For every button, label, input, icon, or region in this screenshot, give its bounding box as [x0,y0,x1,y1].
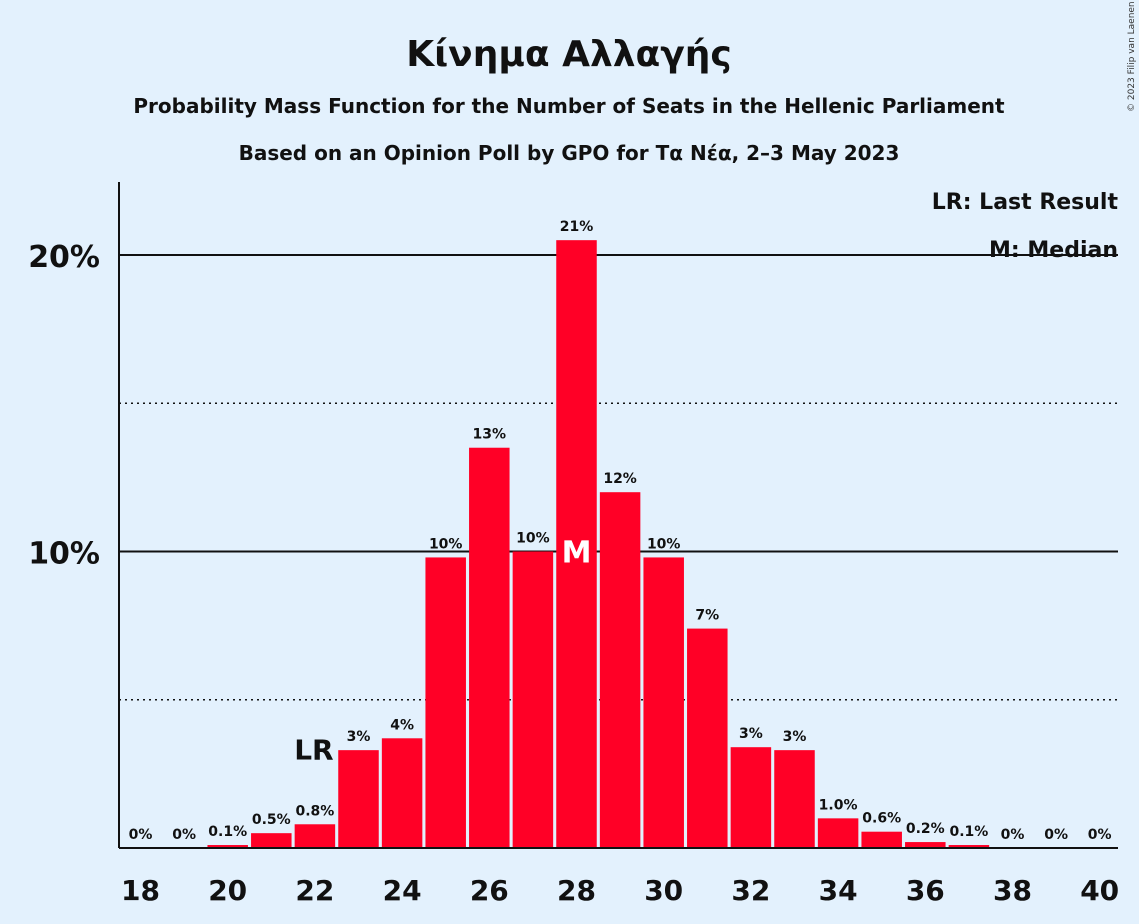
data-label-seat-27: 10% [516,531,550,547]
copyright-notice: © 2023 Filip van Laenen [1127,1,1137,112]
bar-seat-28 [556,240,597,849]
data-label-seat-20: 0.1% [208,824,247,840]
bar-seat-37 [948,845,990,848]
x-tick-label: 26 [470,874,509,907]
bar-seat-32 [730,747,772,848]
legend-last-result: LR: Last Result [932,190,1119,215]
x-tick-label: 20 [208,874,247,907]
bar-seat-24 [381,738,423,848]
data-label-seat-31: 7% [695,608,719,624]
y-tick-label: 20% [28,240,100,275]
median-marker: M [562,536,592,571]
legend: LR: Last Result M: Median [932,190,1119,263]
data-label-seat-29: 12% [603,471,637,487]
data-label-seat-23: 3% [347,729,371,745]
data-label-seat-34: 1.0% [819,797,858,813]
data-label-seat-28: 21% [560,219,594,235]
data-labels: 0% 0% 0.1% 0.5%0.8% 3% 4% 10% 13% 10% 21% 12% 10% 7%… [129,219,1112,843]
data-label-seat-38: 0% [1001,827,1025,843]
x-tick-label: 34 [819,874,858,907]
bar-seat-31 [687,628,728,848]
data-label-seat-39: 0% [1044,827,1068,843]
data-label-seat-37: 0.1% [949,824,988,840]
x-tick-label: 18 [121,874,160,907]
data-label-seat-35: 0.6% [862,811,901,827]
bar-seat-34 [817,818,859,848]
x-tick-label: 36 [906,874,945,907]
data-label-seat-19: 0% [172,827,196,843]
bar-seat-30 [643,557,684,848]
axes: 10% 20% 18 20 22 24 26 28 30 32 34 36 38 40 [28,182,1119,907]
data-label-seat-22: 0.8% [295,803,334,819]
data-label-seat-30: 10% [647,536,681,552]
data-label-seat-18: 0% [129,827,153,843]
bar-seat-22 [294,824,336,848]
bar-seat-29 [599,492,641,848]
y-tick-label: 10% [28,537,100,572]
x-tick-label: 22 [295,874,334,907]
data-label-seat-25: 10% [429,536,463,552]
legend-median: M: Median [989,238,1118,263]
x-tick-label: 24 [383,874,422,907]
bar-seat-36 [905,842,946,848]
chart-subtitle: Probability Mass Function for the Number… [133,94,1005,118]
data-label-seat-40: 0% [1088,827,1112,843]
bar-seat-35 [861,831,902,848]
bar-seat-23 [338,750,379,848]
x-tick-label: 28 [557,874,596,907]
last-result-marker: LR [294,733,333,766]
chart-title: Κίνημα Αλλαγής [406,34,731,75]
data-label-seat-21: 0.5% [252,812,291,828]
x-tick-label: 38 [993,874,1032,907]
bar-seat-21 [251,833,292,848]
bars [207,240,990,849]
data-label-seat-36: 0.2% [906,821,945,837]
x-tick-label: 30 [644,874,683,907]
data-label-seat-24: 4% [390,717,414,733]
chart-subtitle-source: Based on an Opinion Poll by GPO for Τα Ν… [239,141,900,165]
bar-seat-26 [469,447,510,848]
x-tick-label: 32 [731,874,770,907]
bar-seat-25 [425,557,466,848]
data-label-seat-26: 13% [473,427,507,443]
data-label-seat-32: 3% [739,726,763,742]
bar-seat-33 [774,750,815,848]
data-label-seat-33: 3% [783,729,807,745]
x-tick-label: 40 [1080,874,1119,907]
bar-seat-20 [207,845,248,848]
bar-seat-27 [512,551,554,848]
